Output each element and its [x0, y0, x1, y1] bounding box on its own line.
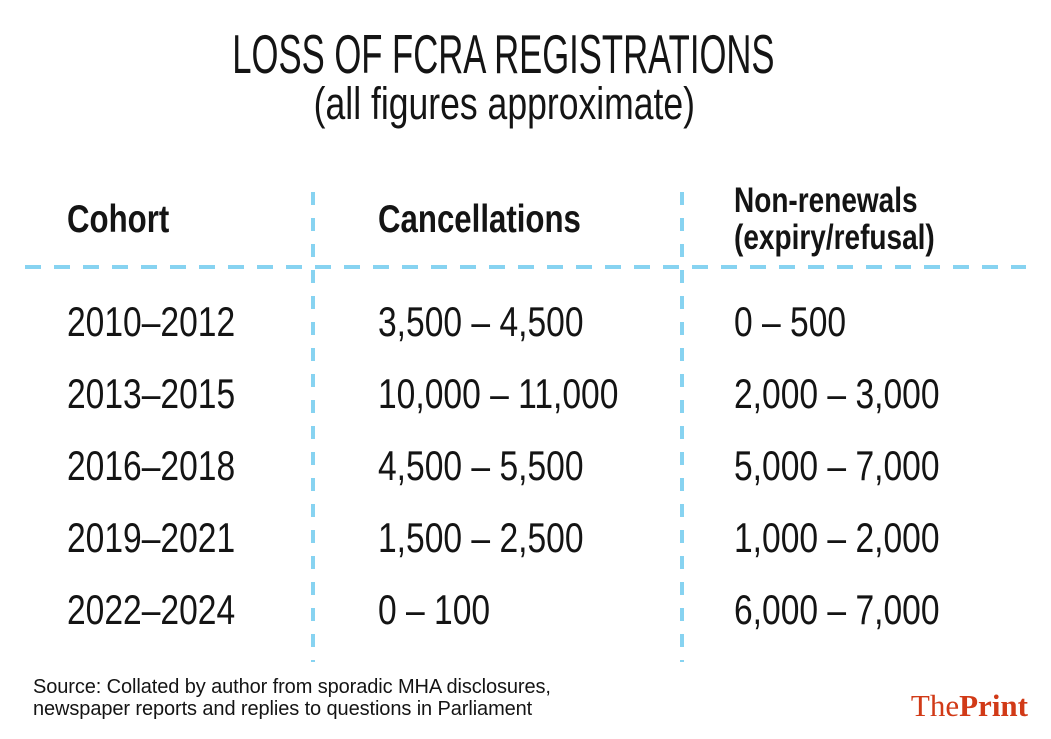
table-row-1-non-renewals: 0 – 500 — [680, 286, 1026, 358]
table-row-2-non-renewals: 2,000 – 3,000 — [680, 358, 1026, 430]
table-row-2-cohort: 2013–2015 — [25, 358, 311, 430]
cell-value: 1,000 – 2,000 — [734, 514, 940, 561]
column-divider-2 — [680, 192, 684, 662]
column-header-cancellations-label: Cancellations — [378, 197, 581, 241]
cell-value: 1,500 – 2,500 — [378, 514, 584, 561]
source-line-1: Source: Collated by author from sporadic… — [33, 676, 551, 698]
column-header-cohort-label: Cohort — [67, 197, 170, 241]
table-row-1-cohort: 2010–2012 — [25, 286, 311, 358]
cell-value: 0 – 100 — [378, 586, 491, 633]
source-line-2: newspaper reports and replies to questio… — [33, 698, 533, 720]
cell-value: 2,000 – 3,000 — [734, 370, 940, 417]
cell-value: 2013–2015 — [67, 370, 236, 417]
table-row-3-non-renewals: 5,000 – 7,000 — [680, 430, 1026, 502]
table-row-4-non-renewals: 1,000 – 2,000 — [680, 502, 1026, 574]
logo-print: Print — [959, 688, 1028, 723]
title-block: LOSS OF FCRA REGISTRATIONS — [0, 22, 1006, 86]
table-row-5-cancellations: 0 – 100 — [311, 574, 680, 646]
logo-the: The — [910, 688, 960, 723]
theprint-logo: ThePrint — [911, 688, 1028, 724]
table-row-4-cohort: 2019–2021 — [25, 502, 311, 574]
column-header-non-renewals-label: Non-renewals (expiry/refusal) — [734, 181, 935, 257]
column-header-cohort: Cohort — [25, 163, 311, 286]
fcra-table: Cohort Cancellations Non-renewals (expir… — [25, 163, 1026, 646]
non-renewals-line-1: Non-renewals — [734, 181, 918, 221]
cell-value: 5,000 – 7,000 — [734, 442, 940, 489]
cell-value: 2019–2021 — [67, 514, 236, 561]
table-row-2-cancellations: 10,000 – 11,000 — [311, 358, 680, 430]
source-note: Source: Collated by author from sporadic… — [33, 676, 551, 720]
cell-value: 6,000 – 7,000 — [734, 586, 940, 633]
column-header-non-renewals: Non-renewals (expiry/refusal) — [680, 163, 1026, 286]
subtitle-block: (all figures approximate) — [0, 78, 1008, 130]
cell-value: 2022–2024 — [67, 586, 236, 633]
page-title: LOSS OF FCRA REGISTRATIONS — [231, 23, 775, 85]
header-row-divider — [25, 265, 1026, 269]
table-row-5-cohort: 2022–2024 — [25, 574, 311, 646]
column-header-cancellations: Cancellations — [311, 163, 680, 286]
cell-value: 3,500 – 4,500 — [378, 298, 584, 345]
table-row-1-cancellations: 3,500 – 4,500 — [311, 286, 680, 358]
page-subtitle: (all figures approximate) — [313, 78, 695, 129]
cell-value: 10,000 – 11,000 — [378, 370, 619, 417]
cell-value: 2010–2012 — [67, 298, 236, 345]
cell-value: 4,500 – 5,500 — [378, 442, 584, 489]
cell-value: 2016–2018 — [67, 442, 236, 489]
table-row-4-cancellations: 1,500 – 2,500 — [311, 502, 680, 574]
column-divider-1 — [311, 192, 315, 662]
table-row-3-cancellations: 4,500 – 5,500 — [311, 430, 680, 502]
cell-value: 0 – 500 — [734, 298, 847, 345]
non-renewals-line-2: (expiry/refusal) — [734, 217, 935, 257]
table-row-5-non-renewals: 6,000 – 7,000 — [680, 574, 1026, 646]
table-row-3-cohort: 2016–2018 — [25, 430, 311, 502]
